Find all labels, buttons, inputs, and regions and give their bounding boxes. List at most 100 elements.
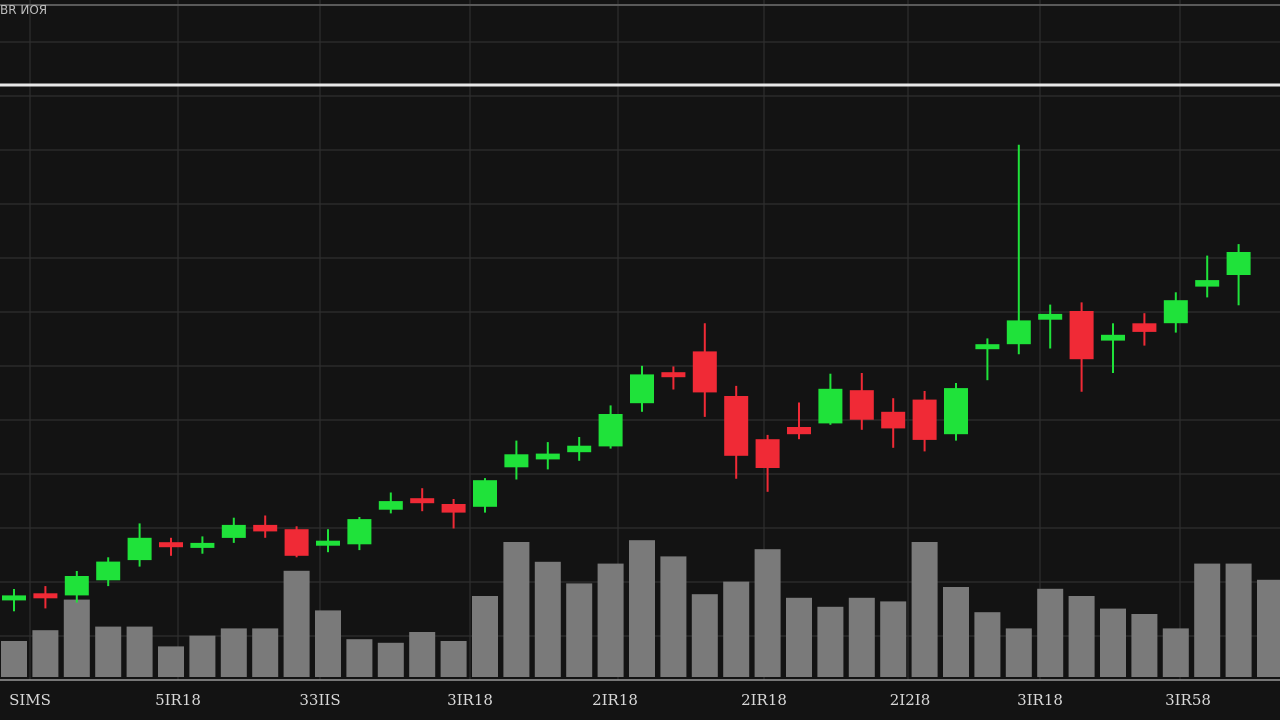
volume-bar (817, 606, 844, 677)
candle-up (378, 492, 403, 514)
candle-up (1038, 304, 1063, 349)
candle-down (33, 586, 58, 609)
volume-bar (660, 556, 687, 677)
candle-up (1101, 323, 1125, 373)
x-tick-label: 2IR18 (592, 691, 638, 709)
volume-bar (754, 549, 781, 677)
candle-body (535, 453, 560, 460)
candle-body (661, 372, 686, 378)
x-tick-label: 2I2I8 (890, 691, 930, 709)
candle-body (881, 411, 906, 429)
x-axis-tick-labels: SIMS 5IR18 33IIS 3IR18 2IR18 2IR18 2I2I8 3IR18 3… (9, 691, 1211, 709)
candle-body (33, 593, 58, 599)
volume-bar (220, 628, 247, 677)
candle-down (1069, 302, 1094, 392)
candle-up (473, 478, 497, 513)
candle-up (567, 437, 592, 461)
candle-body (755, 439, 780, 468)
x-tick-label: 2IR18 (741, 691, 787, 709)
volume-bar (691, 594, 718, 677)
volume-bar (911, 542, 938, 677)
volume-bar (1225, 563, 1252, 677)
candle-body (504, 454, 529, 468)
candle-up (96, 557, 121, 587)
x-tick-label: 3IR58 (1165, 691, 1211, 709)
candle-up (1163, 292, 1188, 333)
candle-body (190, 542, 215, 548)
candle-down (787, 402, 811, 440)
candle-up (316, 529, 340, 553)
chart-title: BR ИОЯ (0, 3, 47, 17)
candle-up (944, 383, 968, 441)
candle-body (975, 344, 1000, 350)
volume-bar (189, 635, 216, 677)
candle-down (1132, 313, 1157, 346)
volume-bar (566, 583, 593, 677)
candle-body (598, 414, 623, 447)
candle-body (64, 576, 89, 596)
candle-up (1006, 144, 1031, 355)
volume-bar (346, 639, 373, 677)
candle-body (316, 540, 340, 546)
candle-body (787, 427, 811, 435)
candle-down (441, 499, 466, 529)
x-tick-label: 5IR18 (155, 691, 201, 709)
candle-body (1101, 334, 1125, 341)
candle-body (944, 388, 968, 435)
candle-body (2, 595, 26, 601)
candle-body (410, 498, 435, 504)
volume-bar (974, 612, 1001, 677)
candle-down (410, 488, 435, 512)
candle-up (64, 571, 89, 603)
candle-body (284, 529, 309, 556)
candle-body (1163, 300, 1188, 324)
candle-down (253, 515, 278, 538)
volume-bar (723, 581, 750, 677)
candle-down (159, 537, 183, 556)
candle-body (567, 445, 592, 453)
candle-down (849, 373, 874, 430)
volume-bar (32, 630, 59, 677)
candle-body (1069, 311, 1094, 360)
volume-bar (503, 542, 530, 677)
candle-down (692, 323, 717, 417)
volume-bar (252, 628, 279, 677)
chart-grid (0, 0, 1280, 681)
candle-body (818, 388, 843, 424)
volume-bar (472, 596, 498, 677)
candle-body (1006, 320, 1031, 345)
candle-up (127, 523, 152, 567)
volume-bar (880, 601, 907, 677)
volume-bar (1068, 596, 1095, 677)
candle-body (692, 351, 717, 393)
candle-up (1195, 255, 1220, 298)
candle-body (127, 537, 152, 561)
volume-bar (1, 641, 27, 677)
candle-up (598, 405, 623, 449)
volume-bar (848, 597, 875, 677)
volume-bar (1037, 588, 1064, 677)
candle-body (473, 480, 497, 507)
candle-body (347, 519, 372, 545)
x-tick-label: 33IIS (299, 691, 340, 709)
candle-body (630, 374, 654, 404)
candle-up (630, 365, 654, 412)
volume-bar (1100, 608, 1126, 677)
volume-bar (158, 646, 184, 677)
volume-bar (1131, 614, 1158, 677)
volume-bar (629, 540, 655, 677)
candles (2, 144, 1251, 612)
candle-body (912, 399, 937, 440)
candle-up (818, 373, 843, 425)
volume-bars (1, 540, 1280, 677)
volume-bar (440, 641, 467, 677)
candle-up (221, 517, 246, 543)
candle-body (1038, 313, 1063, 320)
candle-body (849, 390, 874, 420)
candle-up (2, 589, 26, 612)
candle-body (96, 561, 121, 581)
x-tick-label: 3IR18 (1017, 691, 1063, 709)
candle-down (284, 526, 309, 558)
volume-bar (943, 587, 969, 677)
